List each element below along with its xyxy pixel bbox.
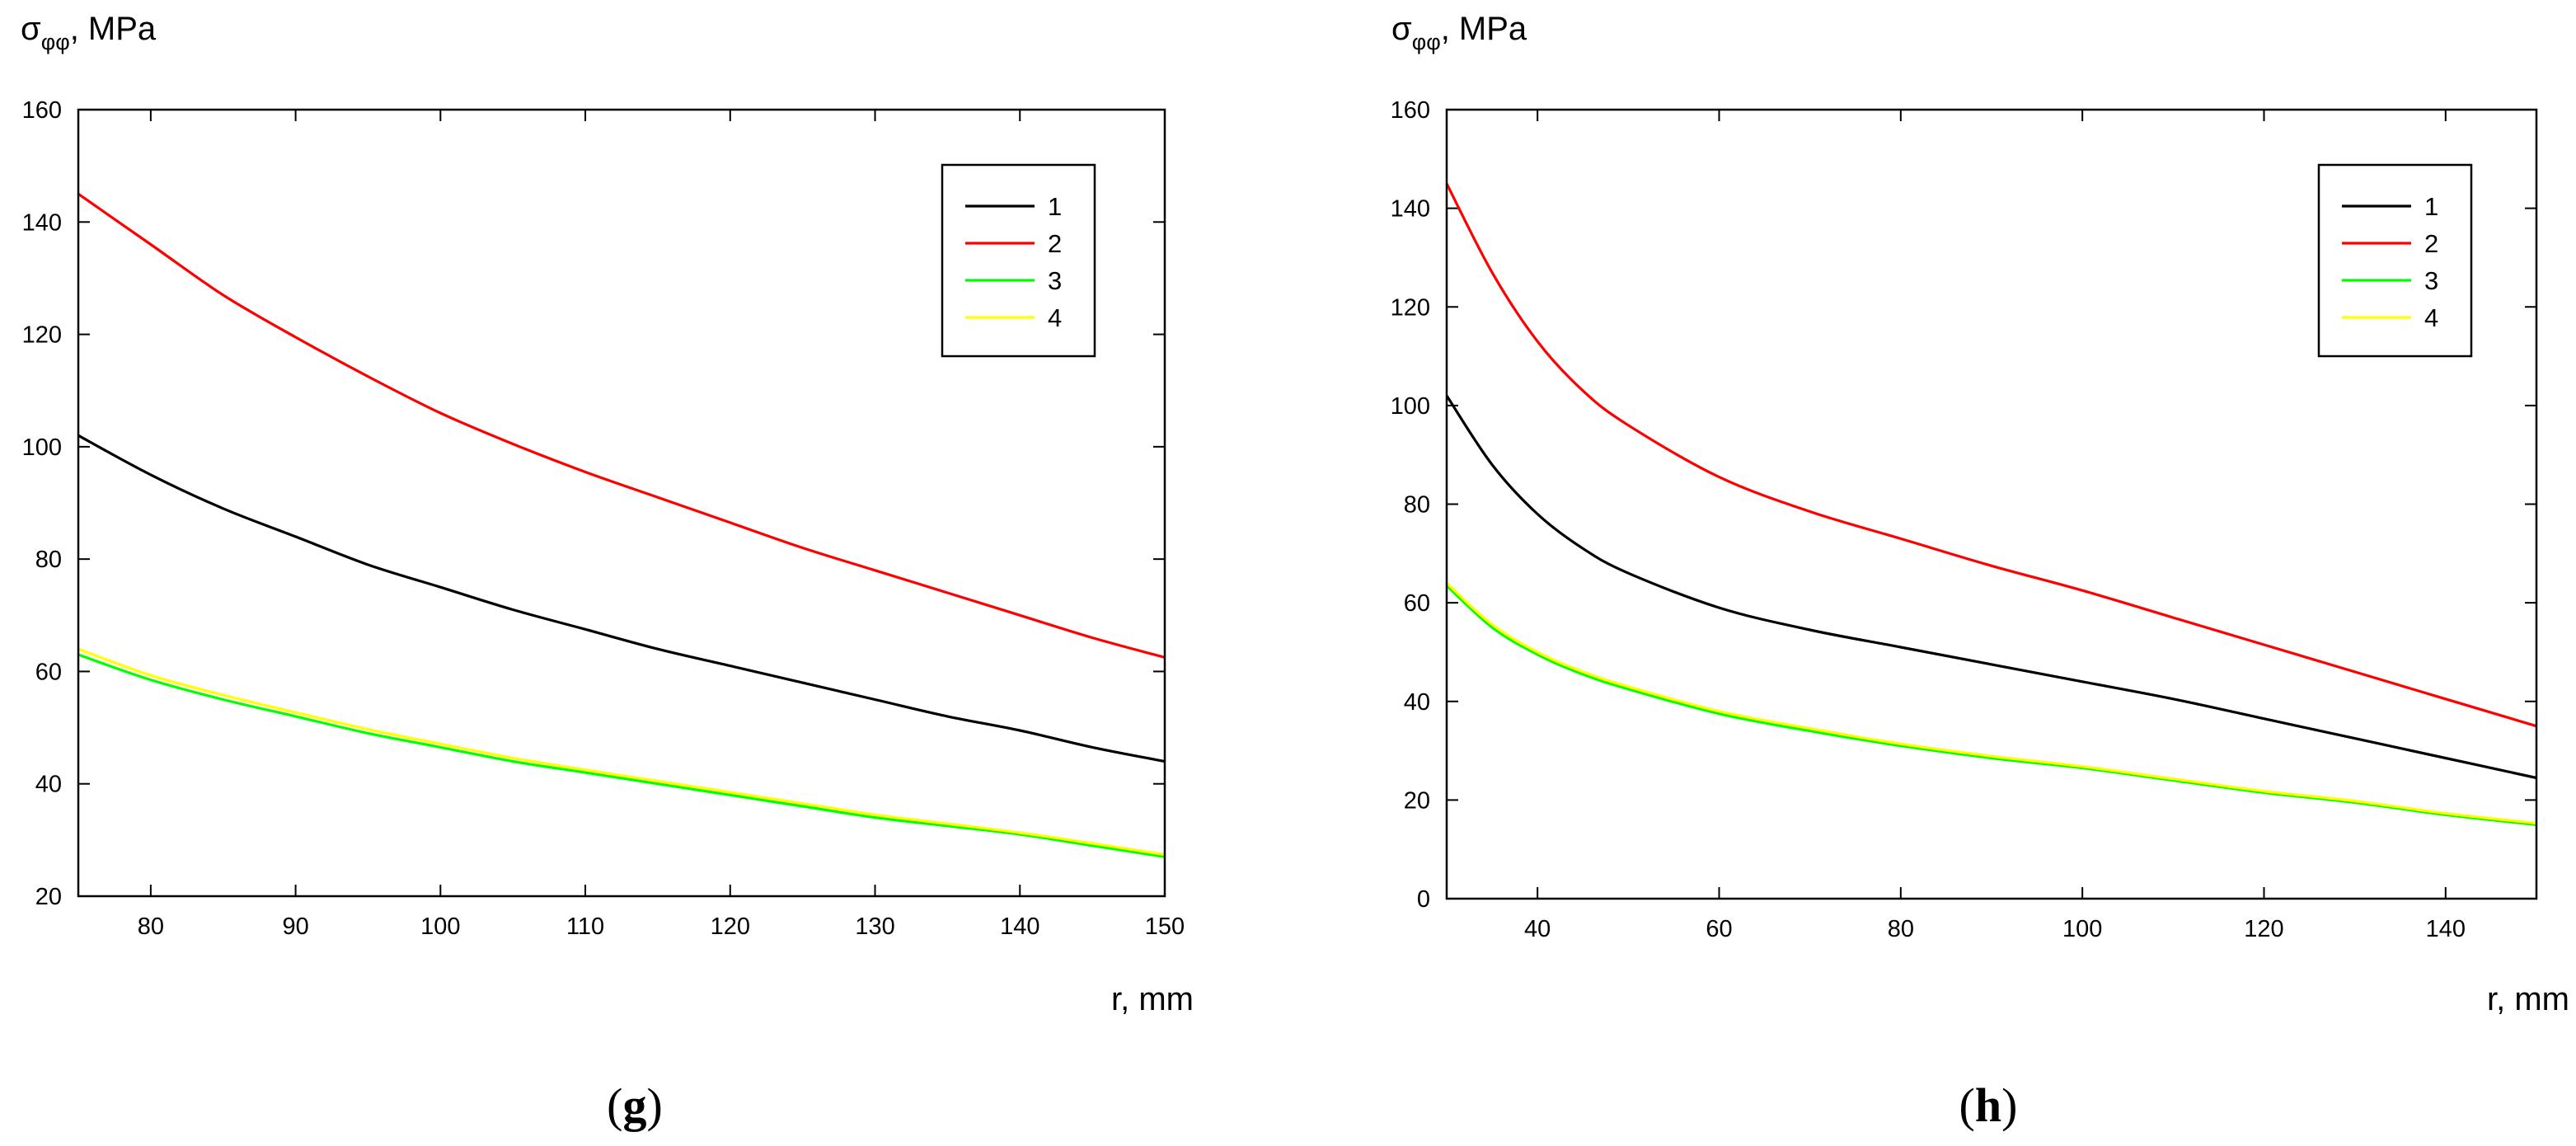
y-tick-label: 0 xyxy=(1417,886,1430,913)
y-tick-label: 160 xyxy=(22,97,62,124)
chart-panel-g: σφφ, MPa r, mm 80 90 100 110 120 130 140 150 20 40 6… xyxy=(21,11,1194,1132)
x-tick-label: 140 xyxy=(1000,914,1039,940)
panel-label-open: ( xyxy=(607,1078,622,1132)
x-axis-title: r, mm xyxy=(1111,981,1194,1017)
y-tick-label: 60 xyxy=(1404,590,1430,617)
series-line-4 xyxy=(1445,582,2537,825)
y-tick-label: 140 xyxy=(1391,196,1430,223)
y-axis-title-unit: , MPa xyxy=(70,11,157,47)
panel-label-letter: g xyxy=(623,1078,647,1132)
y-axis-title-subscript: φφ xyxy=(41,30,70,54)
series-line-2 xyxy=(1445,182,2537,728)
panel-label: (g) xyxy=(607,1078,663,1132)
x-tick-label: 80 xyxy=(138,914,164,940)
y-axis-title: σφφ, MPa xyxy=(1391,11,1527,54)
legend-label-2: 2 xyxy=(2424,229,2438,258)
y-tick-label: 120 xyxy=(22,322,62,349)
y-tick-label: 20 xyxy=(1404,787,1430,814)
y-axis-title: σφφ, MPa xyxy=(21,11,157,54)
plot-frame xyxy=(1445,108,2538,900)
series-line-2 xyxy=(77,192,1166,659)
chart-panel-h: σφφ, MPa r, mm 40 60 80 100 120 140 0 20 40 60 80 100… xyxy=(1391,11,2569,1132)
legend-label-1: 1 xyxy=(2424,192,2438,221)
x-tick-label: 130 xyxy=(855,914,894,940)
panel-label-close: ) xyxy=(2001,1078,2017,1132)
x-tick-label: 90 xyxy=(282,914,308,940)
y-tick-label: 100 xyxy=(22,434,62,461)
plot-frame xyxy=(77,108,1166,898)
x-tick-label: 60 xyxy=(1706,916,1732,942)
y-axis-title-subscript: φφ xyxy=(1412,30,1441,54)
y-tick-label: 140 xyxy=(22,209,62,236)
legend-label-3: 3 xyxy=(2424,266,2438,295)
y-tick-label: 120 xyxy=(1391,294,1430,321)
panel-label-letter: h xyxy=(1975,1078,2001,1132)
y-tick-label: 100 xyxy=(1391,393,1430,420)
legend-label-1: 1 xyxy=(1048,192,1062,221)
x-tick-label: 120 xyxy=(2244,916,2283,942)
y-tick-label: 80 xyxy=(35,547,62,573)
x-tick-label: 80 xyxy=(1888,916,1914,942)
y-tick-label: 40 xyxy=(35,772,62,798)
x-tick-label: 150 xyxy=(1145,914,1185,940)
legend-box xyxy=(941,163,1096,358)
x-tick-label: 100 xyxy=(2062,916,2102,942)
series-line-3 xyxy=(1445,585,2537,826)
panel-label: (h) xyxy=(1959,1078,2018,1132)
y-axis-title-symbol: σ xyxy=(21,11,41,47)
panel-label-close: ) xyxy=(647,1078,663,1132)
x-tick-label: 120 xyxy=(711,914,750,940)
legend-label-4: 4 xyxy=(2424,303,2438,332)
y-tick-label: 60 xyxy=(35,659,62,685)
x-tick-label: 110 xyxy=(566,914,604,940)
y-tick-label: 160 xyxy=(1391,97,1430,124)
y-tick-label: 40 xyxy=(1404,689,1430,716)
legend: 1 2 3 4 xyxy=(941,163,1096,358)
legend-label-4: 4 xyxy=(1048,303,1062,332)
x-tick-label: 40 xyxy=(1524,916,1551,942)
panel-label-open: ( xyxy=(1959,1078,1975,1132)
series-line-1 xyxy=(77,434,1166,763)
y-tick-label: 80 xyxy=(1404,492,1430,519)
series-line-4 xyxy=(77,647,1166,857)
legend-label-2: 2 xyxy=(1048,229,1062,258)
legend-box xyxy=(2317,163,2473,358)
legend-label-3: 3 xyxy=(1048,266,1062,295)
legend: 1 2 3 4 xyxy=(2317,163,2473,358)
x-tick-label: 140 xyxy=(2426,916,2466,942)
y-axis-title-unit: , MPa xyxy=(1441,11,1527,47)
y-axis-title-symbol: σ xyxy=(1391,11,1412,47)
x-tick-label: 100 xyxy=(420,914,460,940)
series-line-1 xyxy=(1445,395,2537,780)
series-line-3 xyxy=(77,653,1166,858)
x-axis-title: r, mm xyxy=(2487,981,2569,1017)
y-tick-label: 20 xyxy=(35,884,62,910)
